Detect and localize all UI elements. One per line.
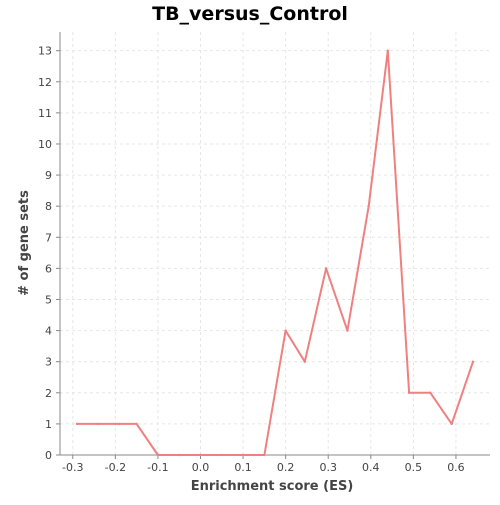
y-tick-label: 12 — [38, 76, 52, 89]
data-point — [157, 454, 159, 456]
y-tick-label: 10 — [38, 138, 52, 151]
data-point — [263, 454, 265, 456]
data-point — [178, 454, 180, 456]
data-point — [118, 423, 120, 425]
y-tick-label: 1 — [45, 418, 52, 431]
y-tick-label: 4 — [45, 325, 52, 338]
data-point — [325, 267, 327, 269]
data-point — [304, 360, 306, 362]
x-tick-label: 0.1 — [234, 461, 252, 474]
x-tick-label: 0.6 — [447, 461, 465, 474]
x-axis-ticks: -0.3 -0.2 -0.1 0.0 0.1 0.2 0.3 0.4 0.5 0.6 — [62, 455, 465, 474]
x-tick-label: -0.1 — [147, 461, 168, 474]
y-tick-label: 11 — [38, 107, 52, 120]
x-tick-label: -0.2 — [105, 461, 126, 474]
data-point — [429, 392, 431, 394]
chart-title: TB_versus_Control — [152, 3, 348, 25]
y-tick-label: 6 — [45, 262, 52, 275]
y-tick-label: 8 — [45, 200, 52, 213]
x-tick-label: -0.3 — [62, 461, 83, 474]
y-tick-label: 13 — [38, 45, 52, 58]
data-point — [367, 205, 369, 207]
data-point — [284, 329, 286, 331]
x-tick-label: 0.2 — [277, 461, 295, 474]
data-point — [242, 454, 244, 456]
x-axis-label: Enrichment score (ES) — [191, 479, 354, 494]
data-point — [135, 423, 137, 425]
y-tick-label: 3 — [45, 356, 52, 369]
x-tick-label: 0.5 — [405, 461, 423, 474]
y-tick-label: 2 — [45, 387, 52, 400]
x-tick-label: 0.0 — [192, 461, 210, 474]
data-point — [199, 454, 201, 456]
x-tick-label: 0.4 — [362, 461, 380, 474]
series-layer — [76, 49, 474, 456]
y-tick-label: 0 — [45, 449, 52, 462]
data-point — [472, 360, 474, 362]
x-tick-label: 0.3 — [319, 461, 337, 474]
data-point — [387, 49, 389, 51]
data-point — [450, 423, 452, 425]
y-axis-label: # of gene sets — [17, 190, 32, 296]
y-tick-label: 5 — [45, 293, 52, 306]
data-point — [221, 454, 223, 456]
data-point — [97, 423, 99, 425]
data-point — [346, 329, 348, 331]
data-point — [408, 392, 410, 394]
y-tick-label: 7 — [45, 231, 52, 244]
y-tick-label: 9 — [45, 169, 52, 182]
data-point — [76, 423, 78, 425]
